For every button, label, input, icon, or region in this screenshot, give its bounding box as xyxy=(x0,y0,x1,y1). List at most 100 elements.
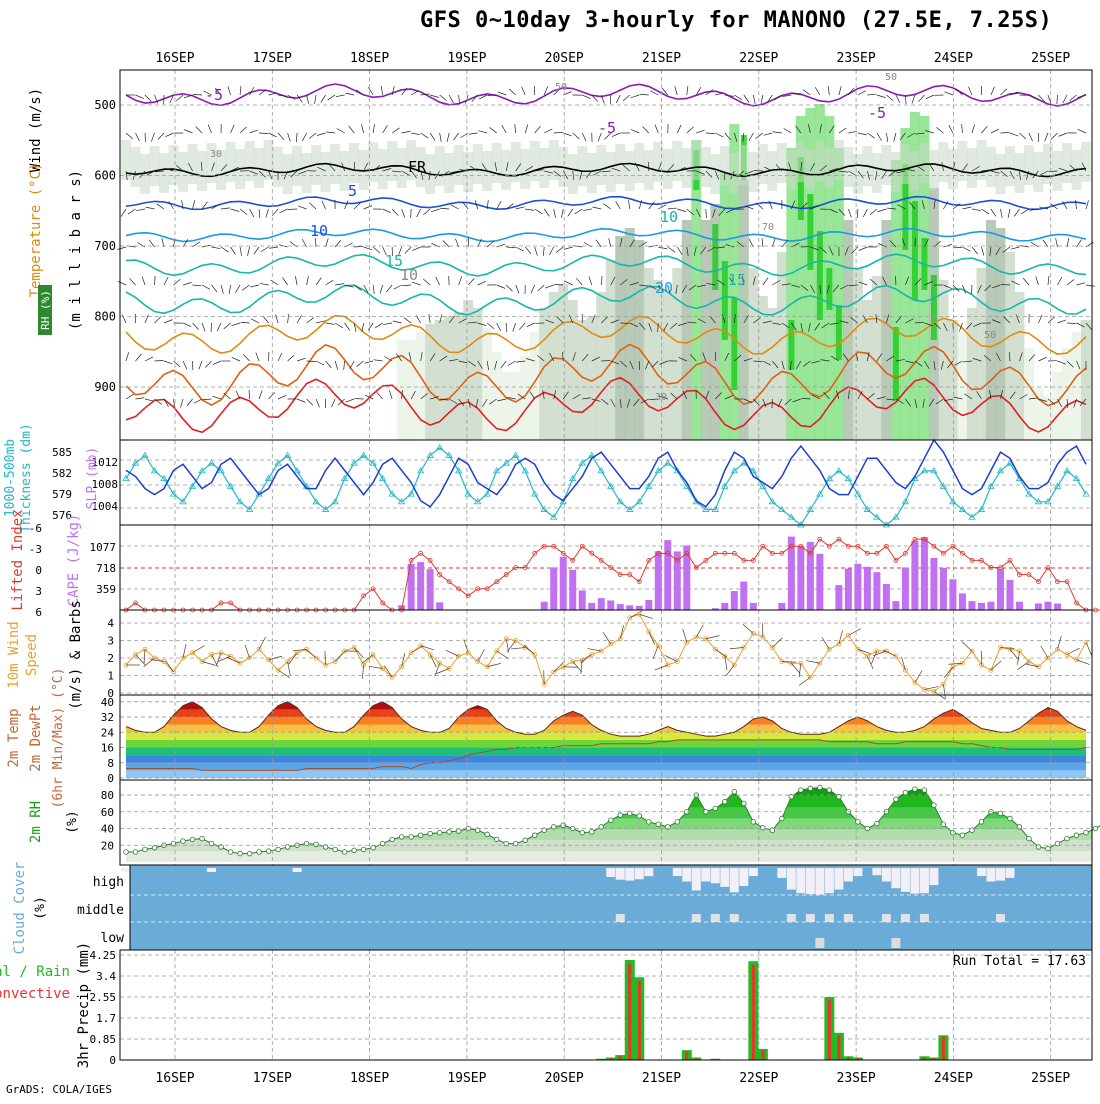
rh-band xyxy=(824,148,834,188)
rh-column xyxy=(701,220,711,440)
wind-barb-10m xyxy=(799,677,810,685)
rh-marker xyxy=(941,822,946,827)
rh-marker xyxy=(257,850,262,855)
cape-bar xyxy=(579,590,586,610)
ylabel-wind: Wind (m/s) xyxy=(28,88,44,172)
cloud-high-cell xyxy=(777,868,786,878)
temp-band xyxy=(120,732,1092,740)
wind-tick: 2 xyxy=(107,652,114,665)
rh-marker xyxy=(456,829,461,834)
temp-band xyxy=(120,702,1092,710)
rh-band xyxy=(881,145,891,185)
rh-marker xyxy=(932,803,937,808)
rh-column xyxy=(416,332,426,440)
rh-column xyxy=(463,300,473,440)
rh-marker xyxy=(143,847,148,852)
rh-band xyxy=(1024,145,1034,185)
wind-barb-10m xyxy=(848,629,860,636)
cape-bar xyxy=(560,557,567,610)
rh-band xyxy=(976,140,986,180)
cloud-mid-cell xyxy=(806,914,815,922)
date-label-top: 25SEP xyxy=(1031,51,1070,66)
rh-band xyxy=(1081,142,1091,182)
rh-band xyxy=(596,145,606,185)
wind-barb-10m xyxy=(915,670,922,682)
cloud-high-cell xyxy=(853,868,862,876)
rh-band xyxy=(454,145,464,185)
rh-marker xyxy=(532,833,537,838)
cape-tick: 359 xyxy=(96,583,116,596)
rh-band xyxy=(672,141,682,181)
temp-band xyxy=(120,709,1092,717)
wind-barb-10m xyxy=(726,665,735,676)
rh-band xyxy=(1005,146,1015,186)
rh-band xyxy=(302,153,312,193)
cloud-high-cell xyxy=(122,868,131,872)
rh-marker xyxy=(580,830,585,835)
ylabel-cloud-b: (%) xyxy=(33,896,48,919)
cloud-high-cell xyxy=(920,868,929,893)
wind-barb-10m xyxy=(446,650,459,656)
rh-band xyxy=(120,808,1092,819)
precip-tick: 1.7 xyxy=(96,1012,116,1025)
contour-label: 10 xyxy=(400,266,418,284)
cloud-mid-cell xyxy=(692,914,701,922)
rh-band xyxy=(159,153,169,193)
ylabel-cloud: Cloud Cover xyxy=(12,862,28,955)
cape-bar xyxy=(968,601,975,610)
temp-band xyxy=(120,725,1092,733)
rh-column xyxy=(672,268,682,440)
rh-band xyxy=(1043,144,1053,184)
cloud-high-cell xyxy=(977,868,986,876)
rh-marker xyxy=(523,838,528,843)
rh-marker xyxy=(485,832,490,837)
cloud-mid-cell xyxy=(825,914,834,922)
rh-column xyxy=(577,320,587,440)
cape-bar xyxy=(1006,580,1013,610)
slp-line xyxy=(126,440,1086,507)
rh-band xyxy=(473,144,483,184)
cloud-high-cell xyxy=(844,868,853,882)
cape-bar xyxy=(626,605,633,610)
rh-band xyxy=(387,141,397,181)
contour-label: -5 xyxy=(868,104,886,122)
cape-bar xyxy=(617,604,624,610)
pressure-tick: 600 xyxy=(94,169,116,183)
rh-marker xyxy=(1046,846,1051,851)
cape-bar xyxy=(930,558,937,610)
wind-barb-10m xyxy=(362,655,373,664)
cloud-high-cell xyxy=(891,868,900,888)
ylabel-wind-c: (m/s) & Barbs xyxy=(68,600,84,710)
rh-marker xyxy=(894,797,899,802)
rh-band xyxy=(919,143,929,183)
date-label-top: 21SEP xyxy=(642,51,681,66)
cloud-high-cell xyxy=(673,868,682,876)
rh-marker xyxy=(561,823,566,828)
rh-marker xyxy=(371,845,376,850)
date-label-bottom: 19SEP xyxy=(447,1071,486,1086)
date-label-top: 16SEP xyxy=(155,51,194,66)
temp-band xyxy=(120,755,1092,763)
cloud-high-cell xyxy=(625,868,634,881)
run-total: Run Total = 17.63 xyxy=(953,954,1086,969)
wind-barb-10m xyxy=(1076,660,1089,665)
cloud-mid-cell xyxy=(996,914,1005,922)
rh-marker xyxy=(418,833,423,838)
rh-band xyxy=(120,840,1092,851)
cloud-high-cell xyxy=(929,868,938,885)
ylabel-precip: 3hr Precip (mm) xyxy=(76,942,92,1068)
cape-bar xyxy=(940,568,947,610)
contour-label: 30 xyxy=(655,392,667,403)
contour-label: 15 xyxy=(728,271,746,289)
wind-barb-10m xyxy=(1086,642,1091,655)
wind-barb-10m xyxy=(507,641,515,652)
rh-band xyxy=(929,150,939,190)
wind-barb-10m xyxy=(944,667,953,678)
rh-band xyxy=(120,797,1092,808)
rh-column xyxy=(1024,348,1034,440)
rh-column xyxy=(948,320,958,440)
temp-band xyxy=(120,763,1092,771)
ylabel-millibars: (m i l l i b a r s) xyxy=(68,170,84,330)
cloud-high-cell xyxy=(872,868,881,875)
li-tick: 6 xyxy=(35,606,42,619)
